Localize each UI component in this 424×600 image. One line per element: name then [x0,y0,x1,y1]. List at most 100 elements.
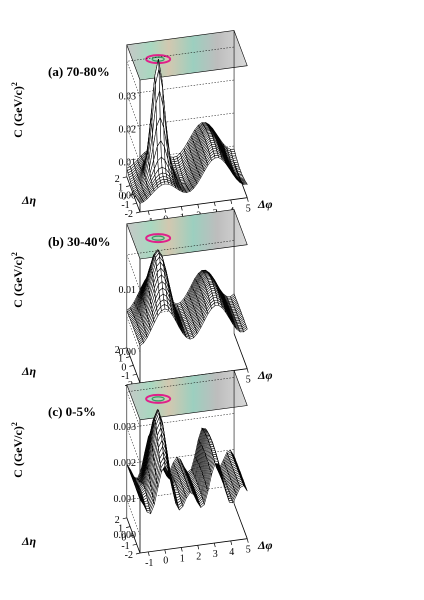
x-tick [180,206,183,211]
x-axis [139,197,248,213]
x-tick [197,204,200,209]
panel-title: (c) 0-5% [48,404,96,419]
x-tick-label: 0 [163,556,168,567]
z-gridline [126,302,235,353]
z-axis-label: C (GeV/c)2 [10,422,25,478]
surface-cell [242,326,248,333]
z-tick-label: 0.003 [114,422,137,433]
x-tick [180,547,183,552]
y-tick [132,373,137,376]
x-tick [246,197,249,202]
y-tick [126,185,131,187]
y-tick-label: -1 [121,541,129,552]
x-tick [147,210,150,215]
y-axis-label: Δη [21,534,37,548]
y-tick-label: 0 [121,191,126,202]
z-axis-label: C (GeV/c)2 [10,82,25,138]
near-side-peak-contour [145,393,172,404]
panel-title: (a) 70-80% [48,64,110,79]
x-tick [147,551,150,556]
z-axis-label-superscript: 2 [10,252,19,256]
right-base-edge [233,333,248,369]
y-tick-label: -2 [125,550,133,561]
z-tick-label: 0.02 [119,125,137,136]
near-side-peak-contour-inner [151,396,165,402]
x-tick-label: -1 [145,558,153,569]
z-tick-label: 0.001 [114,494,137,505]
near-side-peak-contour [145,233,172,244]
y-tick [126,356,131,358]
z-tick-label: 0.002 [114,458,137,469]
x-tick [230,199,233,204]
x-tick [164,549,167,554]
x-tick [246,538,249,543]
x-tick [213,543,216,548]
y-tick [129,194,134,196]
z-gridline [126,112,235,163]
x-axis [139,538,248,554]
z-tick-label: 0.01 [119,158,137,169]
surface-cell [242,483,248,492]
x-tick-label: 5 [246,545,251,556]
z-tick-label: 0.00 [119,191,137,202]
y-tick [129,535,134,537]
z-gridline [126,413,235,464]
z-tick-label: 0.000 [114,530,137,541]
surface-cell [242,183,248,185]
x-tick [197,545,200,550]
y-tick-label: 0 [121,532,126,543]
z-axis-label-superscript: 2 [10,422,19,426]
y-tick [132,543,137,546]
x-tick [230,540,233,545]
y-tick-label: 1 [118,354,123,365]
panel-title: (b) 30-40% [48,234,110,249]
x-tick [164,208,167,213]
top-projection-plane [126,369,248,421]
y-tick-label: -2 [125,209,133,220]
y-tick-label: 1 [118,524,123,535]
y-tick [122,347,127,350]
y-tick-label: -1 [121,200,129,211]
y-tick [129,365,134,367]
y-tick [122,176,127,179]
x-axis-label: Δφ [257,197,273,211]
z-tick-label: 0.01 [119,285,137,296]
z-tick-label: 0.00 [119,347,137,358]
y-tick [132,202,137,205]
y-axis-label: Δη [21,364,37,378]
x-tick [213,202,216,207]
y-tick-label: -1 [121,371,129,382]
x-tick [246,368,249,373]
y-tick-label: 2 [115,345,120,356]
y-tick-label: 0 [121,362,126,373]
x-tick-label: 3 [213,549,218,560]
x-tick-label: 2 [196,551,201,562]
z-gridline [126,79,235,130]
z-tick-label: 0.03 [119,92,137,103]
y-tick-label: 2 [115,174,120,185]
right-base-edge [233,162,248,198]
y-tick-label: 1 [118,183,123,194]
y-tick [135,211,141,214]
z-axis-label-superscript: 2 [10,82,19,86]
x-axis-label: Δφ [257,368,273,382]
y-tick [126,526,131,528]
x-tick-label: 1 [180,554,185,565]
y-tick [135,552,141,555]
y-axis-label: Δη [21,193,37,207]
z-axis-label: C (GeV/c)2 [10,252,25,308]
z-gridline [126,485,235,536]
x-axis-label: Δφ [257,538,273,552]
right-base-edge [233,503,248,539]
z-gridline [126,46,235,97]
x-tick-label: 4 [229,547,234,558]
y-tick [122,517,127,520]
near-side-peak-contour-inner [151,235,165,241]
top-projection-plane [126,30,248,81]
x-tick-label: 5 [246,204,251,215]
x-tick-label: 5 [246,375,251,386]
